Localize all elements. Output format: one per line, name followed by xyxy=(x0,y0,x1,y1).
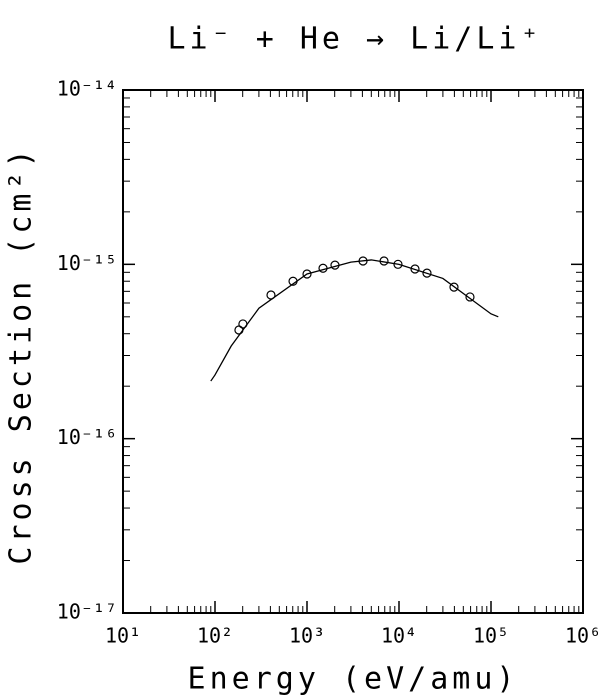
x-axis-label: Energy (eV/amu) xyxy=(188,662,519,696)
y-tick-label: 10⁻¹⁷ xyxy=(57,600,117,624)
x-tick-label: 10² xyxy=(197,624,233,648)
x-tick-label: 10⁴ xyxy=(381,624,417,648)
y-axis-label: Cross Section (cm²) xyxy=(4,145,39,564)
x-tick-label: 10³ xyxy=(289,624,325,648)
chart-title: Li⁻ + He → Li/Li⁺ xyxy=(167,22,542,57)
data-point xyxy=(410,264,420,274)
data-point xyxy=(449,282,459,292)
plot-frame xyxy=(122,89,584,614)
x-tick-label: 10⁵ xyxy=(473,624,509,648)
data-point xyxy=(302,269,312,279)
data-point xyxy=(465,292,475,302)
data-point xyxy=(422,268,432,278)
fit-line xyxy=(210,259,499,382)
x-tick-label: 10¹ xyxy=(105,624,141,648)
y-tick-label: 10⁻¹⁴ xyxy=(57,77,117,101)
data-point xyxy=(393,259,403,269)
y-tick-label: 10⁻¹⁶ xyxy=(57,425,117,449)
x-tick-label: 10⁶ xyxy=(565,624,598,648)
y-tick-label: 10⁻¹⁵ xyxy=(57,251,117,275)
